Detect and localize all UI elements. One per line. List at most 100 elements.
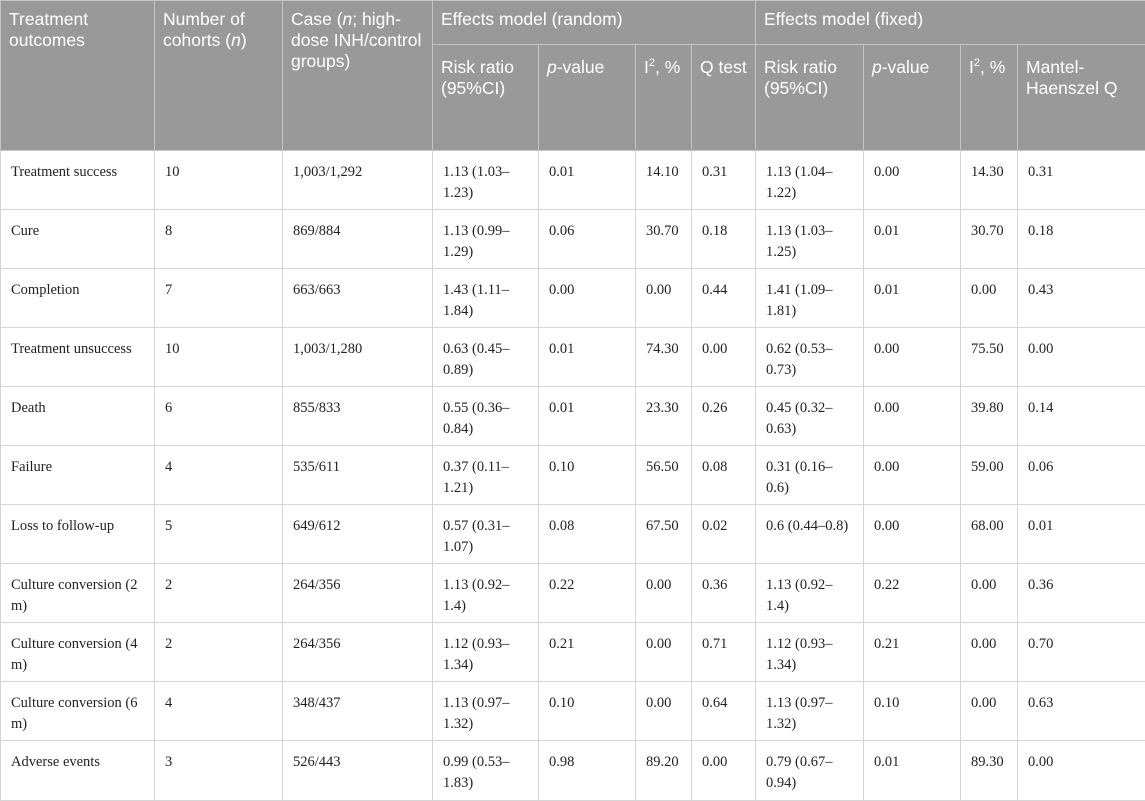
- cell-q-test: 0.36: [692, 564, 756, 623]
- cell-i2-fixed: 0.00: [961, 269, 1018, 328]
- cell-mh-q: 0.00: [1018, 328, 1145, 387]
- cell-p-fixed: 0.00: [864, 446, 961, 505]
- cell-cohorts: 8: [155, 210, 283, 269]
- header-effects-fixed: Effects model (fixed): [756, 1, 1145, 45]
- cell-rr-random: 1.13 (0.92–1.4): [433, 564, 539, 623]
- cell-i2-fixed: 75.50: [961, 328, 1018, 387]
- cell-mh-q: 0.18: [1018, 210, 1145, 269]
- table-row: Completion 7 663/663 1.43 (1.11–1.84) 0.…: [1, 269, 1145, 328]
- cell-mh-q: 0.00: [1018, 741, 1145, 801]
- cell-p-fixed: 0.01: [864, 210, 961, 269]
- cell-p-fixed: 0.01: [864, 741, 961, 801]
- cell-p-fixed: 0.00: [864, 387, 961, 446]
- header-risk-ratio-random: Risk ratio (95%CI): [433, 45, 539, 151]
- table-row: Loss to follow-up 5 649/612 0.57 (0.31–1…: [1, 505, 1145, 564]
- cell-rr-fixed: 1.41 (1.09–1.81): [756, 269, 864, 328]
- cell-cohorts: 2: [155, 564, 283, 623]
- table-row: Treatment success 10 1,003/1,292 1.13 (1…: [1, 151, 1145, 210]
- cell-rr-fixed: 0.79 (0.67–0.94): [756, 741, 864, 801]
- cell-rr-fixed: 1.13 (0.92–1.4): [756, 564, 864, 623]
- cell-i2-fixed: 39.80: [961, 387, 1018, 446]
- cell-p-random: 0.21: [539, 623, 636, 682]
- cell-i2-fixed: 89.30: [961, 741, 1018, 801]
- cell-case: 526/443: [283, 741, 433, 801]
- cell-i2-random: 56.50: [636, 446, 692, 505]
- cell-p-random: 0.10: [539, 446, 636, 505]
- cell-q-test: 0.26: [692, 387, 756, 446]
- cell-outcome: Culture conversion (6 m): [1, 682, 155, 741]
- cell-case: 348/437: [283, 682, 433, 741]
- cell-i2-fixed: 0.00: [961, 682, 1018, 741]
- header-risk-ratio-fixed: Risk ratio (95%CI): [756, 45, 864, 151]
- cell-q-test: 0.71: [692, 623, 756, 682]
- cell-i2-fixed: 68.00: [961, 505, 1018, 564]
- cell-q-test: 0.64: [692, 682, 756, 741]
- cell-cohorts: 4: [155, 682, 283, 741]
- header-treatment-outcomes: Treatment outcomes: [1, 1, 155, 151]
- cell-outcome: Loss to follow-up: [1, 505, 155, 564]
- cell-i2-random: 0.00: [636, 564, 692, 623]
- cell-case: 855/833: [283, 387, 433, 446]
- cell-p-random: 0.98: [539, 741, 636, 801]
- cell-mh-q: 0.36: [1018, 564, 1145, 623]
- cell-outcome: Adverse events: [1, 741, 155, 801]
- cell-mh-q: 0.70: [1018, 623, 1145, 682]
- cell-outcome: Culture conversion (2 m): [1, 564, 155, 623]
- header-q-test: Q test: [692, 45, 756, 151]
- cell-mh-q: 0.43: [1018, 269, 1145, 328]
- cell-mh-q: 0.31: [1018, 151, 1145, 210]
- header-mantel-haenszel-q: Mantel-Haenszel Q: [1018, 45, 1145, 151]
- cell-outcome: Death: [1, 387, 155, 446]
- cell-i2-random: 0.00: [636, 623, 692, 682]
- table-row: Cure 8 869/884 1.13 (0.99–1.29) 0.06 30.…: [1, 210, 1145, 269]
- cell-rr-random: 0.99 (0.53–1.83): [433, 741, 539, 801]
- cell-rr-fixed: 1.13 (1.04–1.22): [756, 151, 864, 210]
- cell-cohorts: 7: [155, 269, 283, 328]
- cell-cohorts: 10: [155, 151, 283, 210]
- table-row: Failure 4 535/611 0.37 (0.11–1.21) 0.10 …: [1, 446, 1145, 505]
- cell-q-test: 0.44: [692, 269, 756, 328]
- cell-rr-random: 1.13 (0.97–1.32): [433, 682, 539, 741]
- cell-cohorts: 6: [155, 387, 283, 446]
- table-row: Death 6 855/833 0.55 (0.36–0.84) 0.01 23…: [1, 387, 1145, 446]
- cell-outcome: Cure: [1, 210, 155, 269]
- cell-i2-fixed: 0.00: [961, 623, 1018, 682]
- cell-i2-random: 74.30: [636, 328, 692, 387]
- cell-rr-random: 0.57 (0.31–1.07): [433, 505, 539, 564]
- table-row: Adverse events 3 526/443 0.99 (0.53–1.83…: [1, 741, 1145, 801]
- table-row: Culture conversion (2 m) 2 264/356 1.13 …: [1, 564, 1145, 623]
- cell-i2-fixed: 14.30: [961, 151, 1018, 210]
- table-row: Culture conversion (4 m) 2 264/356 1.12 …: [1, 623, 1145, 682]
- cell-q-test: 0.00: [692, 741, 756, 801]
- cell-rr-random: 0.37 (0.11–1.21): [433, 446, 539, 505]
- cell-i2-random: 0.00: [636, 269, 692, 328]
- header-number-of-cohorts: Number of cohorts (n): [155, 1, 283, 151]
- cell-rr-random: 0.55 (0.36–0.84): [433, 387, 539, 446]
- header-i2-fixed: I2, %: [961, 45, 1018, 151]
- cell-q-test: 0.00: [692, 328, 756, 387]
- cell-outcome: Completion: [1, 269, 155, 328]
- cell-cohorts: 10: [155, 328, 283, 387]
- cell-i2-random: 30.70: [636, 210, 692, 269]
- cell-rr-fixed: 1.12 (0.93–1.34): [756, 623, 864, 682]
- cell-q-test: 0.18: [692, 210, 756, 269]
- cell-rr-fixed: 0.62 (0.53–0.73): [756, 328, 864, 387]
- header-p-value-random: p-value: [539, 45, 636, 151]
- cell-cohorts: 2: [155, 623, 283, 682]
- cell-case: 264/356: [283, 564, 433, 623]
- cell-i2-fixed: 30.70: [961, 210, 1018, 269]
- cell-rr-random: 1.43 (1.11–1.84): [433, 269, 539, 328]
- cell-rr-fixed: 0.45 (0.32–0.63): [756, 387, 864, 446]
- cell-p-random: 0.08: [539, 505, 636, 564]
- table-body: Treatment success 10 1,003/1,292 1.13 (1…: [1, 151, 1145, 801]
- cell-i2-random: 23.30: [636, 387, 692, 446]
- cell-p-fixed: 0.22: [864, 564, 961, 623]
- cell-case: 1,003/1,280: [283, 328, 433, 387]
- cell-rr-fixed: 1.13 (0.97–1.32): [756, 682, 864, 741]
- header-case: Case (n; high-dose INH/control groups): [283, 1, 433, 151]
- cell-mh-q: 0.06: [1018, 446, 1145, 505]
- cell-outcome: Treatment success: [1, 151, 155, 210]
- cell-q-test: 0.08: [692, 446, 756, 505]
- cell-p-fixed: 0.00: [864, 151, 961, 210]
